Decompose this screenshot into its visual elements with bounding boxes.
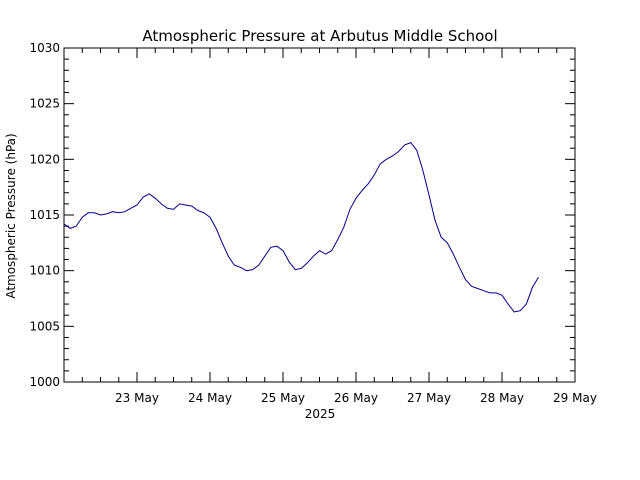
chart-title: Atmospheric Pressure at Arbutus Middle S… [142, 27, 497, 45]
y-tick-label: 1005 [29, 319, 60, 333]
x-tick-label: 24 May [188, 391, 232, 405]
x-axis-ticks: 23 May 24 May 25 May 26 May 27 May 28 May 29 M… [81, 48, 597, 405]
plot-frame [63, 47, 576, 383]
y-tick-label: 1030 [29, 41, 60, 55]
y-tick-label: 1010 [29, 264, 60, 278]
x-axis-label: 2025 [305, 407, 336, 421]
x-tick-label: 27 May [407, 391, 451, 405]
y-tick-label: 1015 [29, 208, 60, 222]
x-tick-label: 26 May [334, 391, 378, 405]
x-tick-label: 25 May [261, 391, 305, 405]
x-tick-label: 23 May [115, 391, 159, 405]
x-tick-label: 28 May [480, 391, 524, 405]
y-tick-label: 1000 [29, 375, 60, 389]
y-tick-label: 1020 [29, 152, 60, 166]
pressure-series-line [63, 142, 539, 313]
y-axis-label: Atmospheric Pressure (hPa) [4, 133, 18, 298]
y-tick-label: 1025 [29, 97, 60, 111]
y-axis-ticks: 1000 1005 1010 1015 1020 1025 1030 [29, 41, 575, 389]
x-tick-label: 29 May [553, 391, 597, 405]
